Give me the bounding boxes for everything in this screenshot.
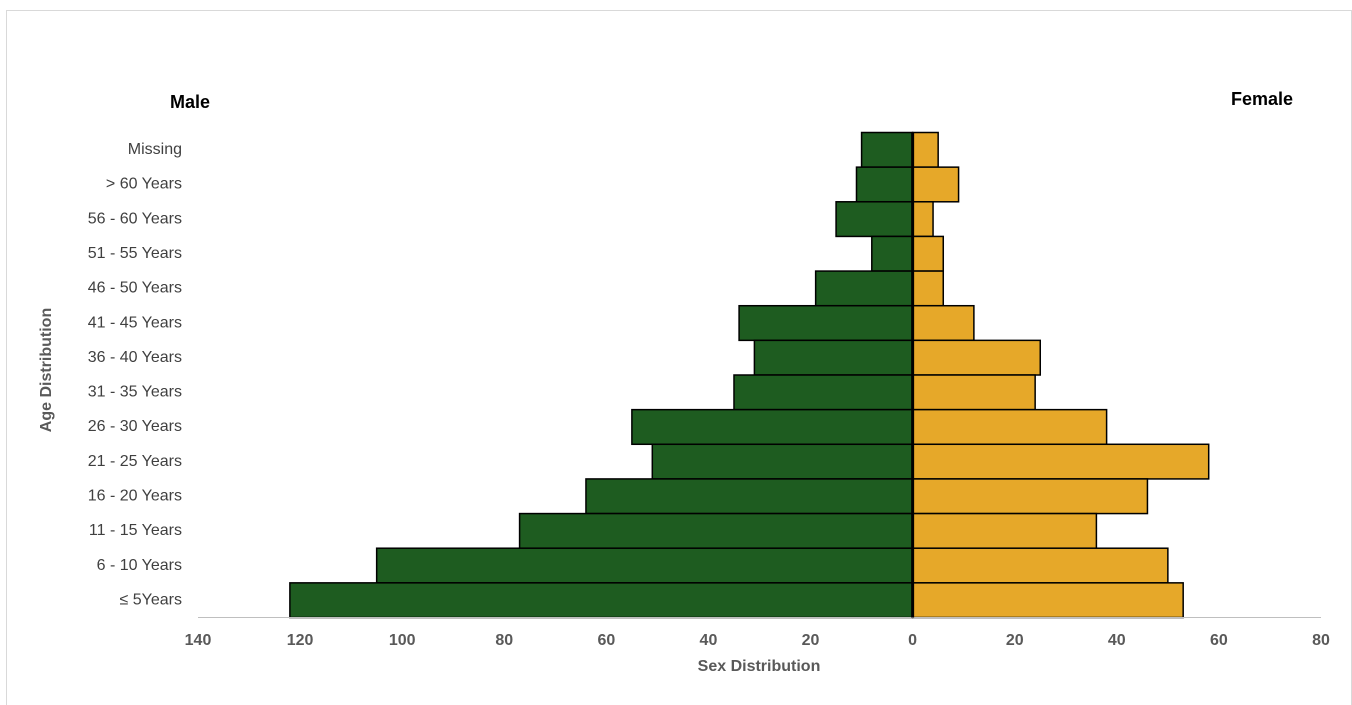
x-tick-label: 60 bbox=[597, 632, 615, 649]
bar bbox=[753, 339, 914, 376]
bar bbox=[733, 374, 914, 411]
y-tick-label: > 60 Years bbox=[106, 176, 182, 193]
female-header: Female bbox=[1231, 89, 1293, 109]
y-axis-title: Age Distribution bbox=[38, 308, 55, 432]
y-tick-label: 26 - 30 Years bbox=[88, 418, 182, 435]
bar bbox=[835, 201, 914, 238]
y-tick-label: 46 - 50 Years bbox=[88, 280, 182, 297]
x-tick-label: 20 bbox=[802, 632, 820, 649]
y-tick-label: 31 - 35 Years bbox=[88, 384, 182, 401]
bar bbox=[911, 304, 975, 342]
bar bbox=[738, 304, 914, 342]
bar bbox=[651, 443, 914, 480]
x-axis-title: Sex Distribution bbox=[698, 658, 821, 675]
bar bbox=[911, 443, 1210, 480]
bar bbox=[911, 270, 945, 307]
bar bbox=[911, 547, 1169, 584]
y-tick-label: 21 - 25 Years bbox=[88, 453, 182, 470]
bar bbox=[911, 582, 1184, 619]
bar bbox=[814, 270, 914, 307]
bar bbox=[375, 547, 914, 584]
y-tick-label: ≤ 5Years bbox=[120, 591, 182, 608]
bar bbox=[911, 478, 1149, 515]
x-tick-label: 40 bbox=[1108, 632, 1126, 649]
y-tick-label: 36 - 40 Years bbox=[88, 349, 182, 366]
y-tick-label: 51 - 55 Years bbox=[88, 245, 182, 262]
x-tick-label: 80 bbox=[495, 632, 513, 649]
bar bbox=[911, 374, 1036, 411]
x-tick-label: 40 bbox=[700, 632, 718, 649]
bar bbox=[585, 478, 914, 515]
x-tick-label: 140 bbox=[185, 632, 212, 649]
bar bbox=[860, 131, 914, 168]
bar bbox=[911, 408, 1108, 446]
bar bbox=[911, 235, 945, 272]
x-tick-label: 20 bbox=[1006, 632, 1024, 649]
x-tick-label: 60 bbox=[1210, 632, 1228, 649]
bar bbox=[631, 408, 914, 446]
bar bbox=[855, 166, 914, 203]
x-tick-label: 120 bbox=[287, 632, 314, 649]
y-tick-label: Missing bbox=[128, 141, 182, 158]
bar bbox=[911, 512, 1098, 549]
x-tick-label: 100 bbox=[389, 632, 416, 649]
bar bbox=[289, 582, 914, 619]
bar bbox=[911, 131, 939, 168]
x-tick-label: 0 bbox=[908, 632, 917, 649]
y-tick-label: 56 - 60 Years bbox=[88, 210, 182, 227]
y-tick-label: 16 - 20 Years bbox=[88, 487, 182, 504]
bar bbox=[871, 235, 914, 272]
y-tick-label: 41 - 45 Years bbox=[88, 314, 182, 331]
bar bbox=[518, 512, 914, 549]
bar bbox=[911, 166, 960, 203]
y-tick-label: 11 - 15 Years bbox=[89, 522, 182, 539]
male-header: Male bbox=[170, 92, 210, 112]
x-tick-label: 80 bbox=[1312, 632, 1330, 649]
bar bbox=[911, 339, 1041, 376]
bar bbox=[911, 201, 934, 238]
y-tick-label: 6 - 10 Years bbox=[97, 557, 182, 574]
